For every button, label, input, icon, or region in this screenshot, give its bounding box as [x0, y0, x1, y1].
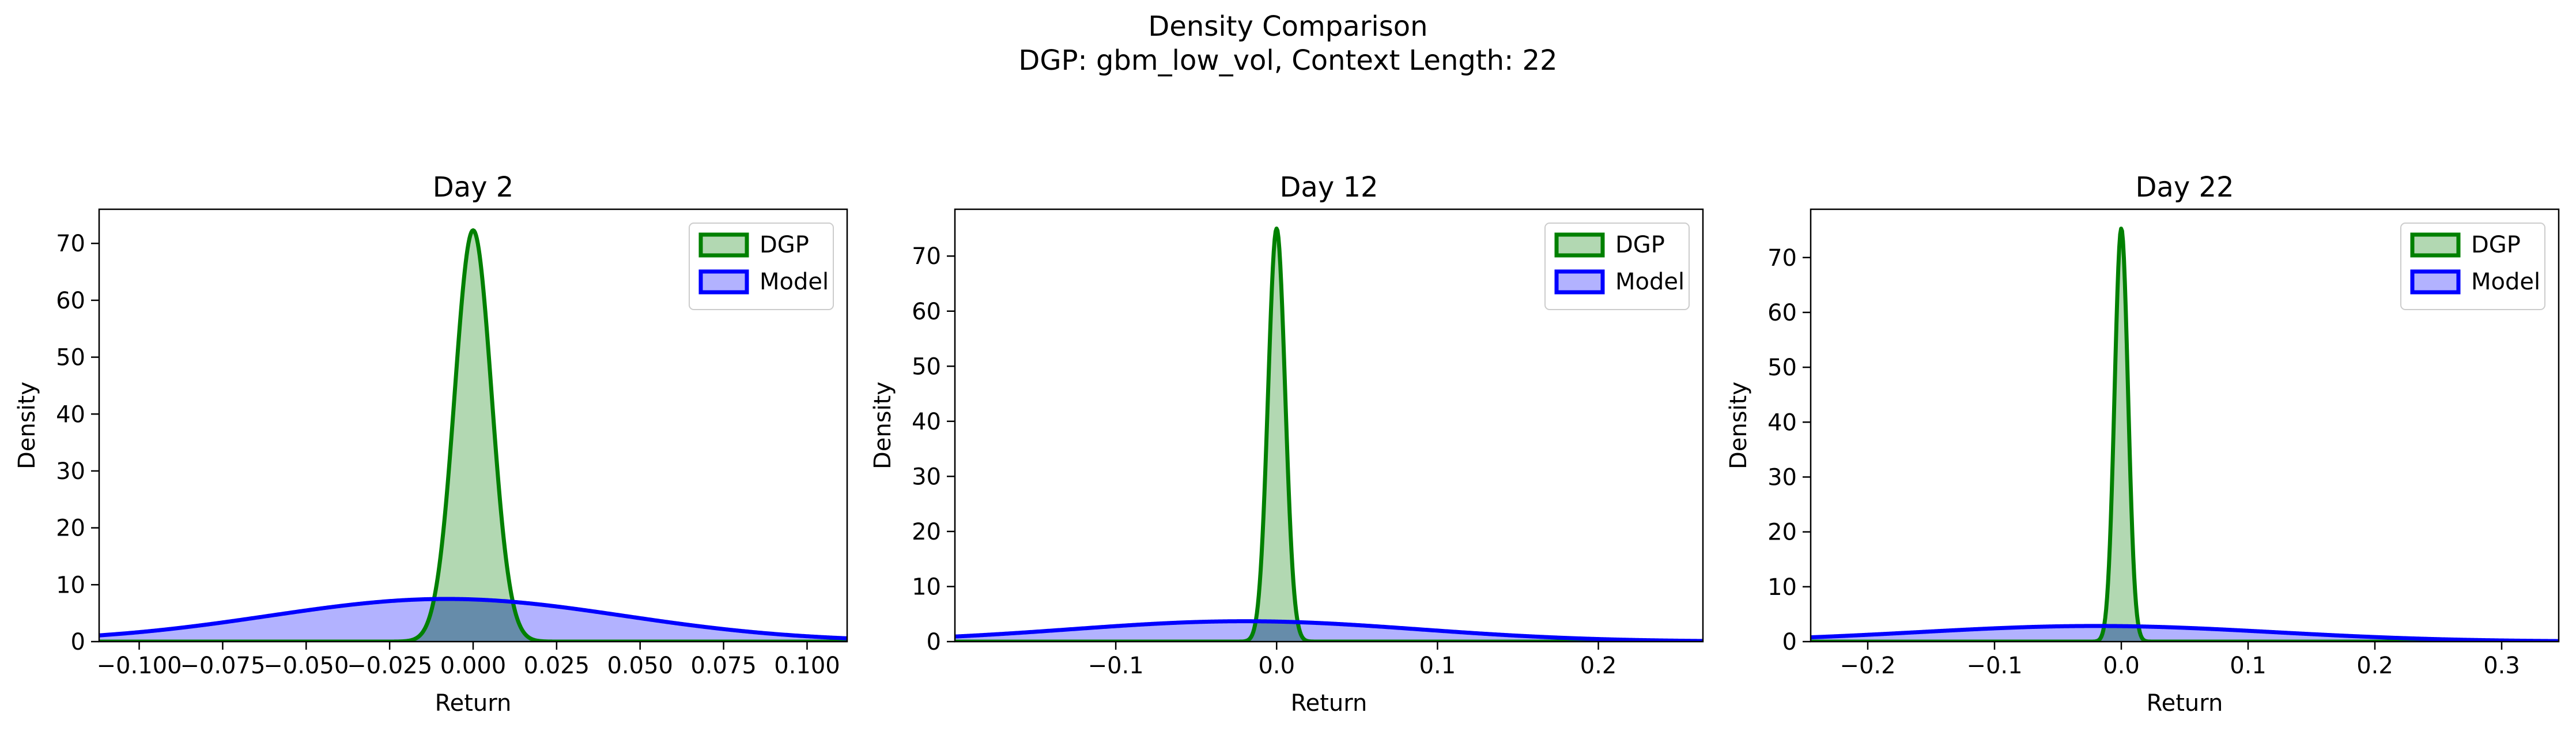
plot-area	[955, 226, 1703, 642]
y-tick-label: 70	[912, 243, 941, 270]
y-tick-label: 20	[912, 519, 941, 545]
figure-subtitle: DGP: gbm_low_vol, Context Length: 22	[1018, 44, 1557, 77]
y-tick-label: 60	[1767, 300, 1797, 326]
y-tick-label: 30	[56, 458, 85, 485]
y-tick-label: 70	[56, 231, 85, 257]
plot-area	[1811, 227, 2559, 642]
x-tick-label: 0.075	[690, 653, 757, 679]
legend: DGP Model	[2400, 223, 2545, 310]
dgp-density-fill	[99, 230, 847, 642]
legend-model-swatch	[2410, 269, 2461, 295]
x-tick-label: 0.3	[2483, 653, 2520, 679]
y-tick-label: 50	[56, 345, 85, 371]
overlap-density-fill	[99, 598, 847, 642]
x-axis-label: Return	[435, 690, 512, 717]
legend-dgp-label: DGP	[760, 232, 809, 258]
y-tick-label: 0	[927, 629, 941, 655]
y-tick-label: 50	[912, 353, 941, 380]
y-tick-label: 0	[1782, 629, 1797, 655]
legend: DGP Model	[1544, 223, 1690, 310]
subplot-title: Day 2	[433, 171, 514, 203]
subplot-day-3: −0.2 −0.1 0.0 0.1 0.2 0.3 0 10 20 30 40 50 60 70 Day 2…	[1725, 171, 2560, 717]
y-axis-label: Density	[870, 382, 896, 469]
x-tick-label: 0.0	[2103, 653, 2140, 679]
subplot-title: Day 22	[2135, 171, 2234, 203]
y-tick-label: 40	[56, 401, 85, 428]
x-tick-label: −0.1	[1966, 653, 2022, 679]
x-tick-label: −0.075	[180, 653, 265, 679]
y-axis-label: Density	[1725, 382, 1752, 469]
legend-dgp-swatch	[698, 232, 749, 258]
legend-model-label: Model	[760, 269, 829, 295]
x-axis-label: Return	[2147, 690, 2223, 717]
legend-model-label: Model	[2471, 269, 2540, 295]
legend-dgp-swatch	[1554, 232, 1605, 258]
x-tick-label: 0.000	[440, 653, 507, 679]
model-density-line	[955, 619, 1703, 642]
y-tick-label: 60	[912, 299, 941, 325]
y-tick-label: 10	[56, 572, 85, 598]
x-tick-label: −0.1	[1088, 653, 1144, 679]
x-tick-label: 0.100	[774, 653, 840, 679]
y-tick-label: 20	[56, 515, 85, 542]
x-tick-label: −0.025	[347, 653, 432, 679]
legend-dgp-label: DGP	[2471, 232, 2521, 258]
y-tick-label: 50	[1767, 355, 1797, 381]
y-tick-label: 70	[1767, 245, 1797, 272]
y-tick-label: 30	[912, 463, 941, 490]
y-tick-label: 10	[1767, 574, 1797, 601]
legend-model-swatch	[698, 269, 749, 295]
x-tick-label: 0.2	[2356, 653, 2393, 679]
x-axis-label: Return	[1291, 690, 1368, 717]
y-tick-label: 0	[71, 629, 85, 655]
x-tick-label: 0.050	[607, 653, 673, 679]
y-tick-label: 60	[56, 288, 85, 314]
y-tick-label: 40	[912, 409, 941, 435]
y-tick-label: 10	[912, 574, 941, 600]
subplot-day-1: −0.100−0.075−0.050−0.025 0.000 0.025 0.050 0…	[14, 171, 848, 717]
legend-dgp-label: DGP	[1615, 232, 1665, 258]
x-tick-label: 0.025	[524, 653, 590, 679]
model-density-line	[99, 597, 847, 640]
x-tick-label: 0.1	[2230, 653, 2267, 679]
x-tick-label: −0.050	[263, 653, 349, 679]
y-tick-label: 20	[1767, 519, 1797, 546]
y-tick-label: 40	[1767, 409, 1797, 436]
legend-model-swatch	[1554, 269, 1605, 295]
axes-frame	[954, 208, 1704, 643]
legend-model-label: Model	[1615, 269, 1684, 295]
x-tick-label: 0.1	[1419, 653, 1456, 679]
subplot-day-2: −0.1 0.0 0.1 0.2 0 10 20 30 40 50 60 70 Day 12 Return…	[870, 171, 1704, 717]
x-tick-label: 0.0	[1258, 653, 1295, 679]
model-density-line	[1811, 624, 2559, 642]
legend-dgp-swatch	[2410, 232, 2461, 258]
x-tick-label: 0.2	[1580, 653, 1617, 679]
x-tick-label: −0.100	[97, 653, 182, 679]
x-tick-label: −0.2	[1840, 653, 1895, 679]
figure-title: Density Comparison	[1148, 10, 1427, 43]
dgp-density-line	[99, 228, 847, 642]
subplot-title: Day 12	[1279, 171, 1378, 203]
axes-frame	[1810, 208, 2560, 643]
subplot-panels: −0.100−0.075−0.050−0.025 0.000 0.025 0.050 0…	[14, 171, 2560, 717]
y-axis-label: Density	[14, 382, 40, 469]
y-tick-label: 30	[1767, 464, 1797, 491]
plot-area	[99, 228, 847, 642]
legend: DGP Model	[689, 223, 834, 310]
